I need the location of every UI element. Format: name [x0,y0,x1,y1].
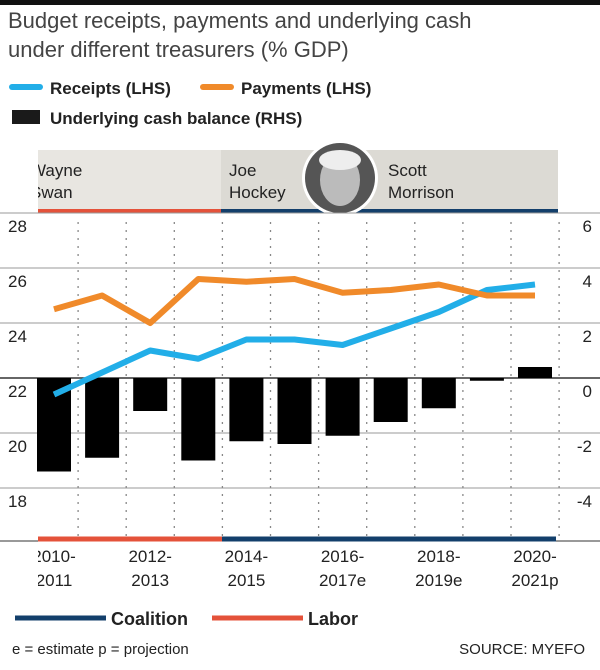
cash-balance-bar [181,378,216,461]
legend-label-coalition: Coalition [111,609,188,629]
wayne-swan-label: Swan [30,183,73,202]
left-axis-tick: 28 [8,217,27,236]
legend-swatch-cash-balance [12,110,40,124]
wayne-swan-label: Wayne [30,161,82,180]
x-axis-tick-label: 2017e [319,571,366,590]
joe-hockey-label: Joe [229,161,256,180]
cash-balance-bar [421,378,456,409]
left-axis-tick: 22 [8,382,27,401]
x-axis-tick-label: 2014- [225,547,268,566]
cash-balance-bar [373,378,408,422]
footnote: e = estimate p = projection [12,641,189,658]
x-axis-tick-label: 2019e [415,571,462,590]
left-axis-tick: 18 [8,492,27,511]
legend-label-receipts: Receipts (LHS) [50,79,171,98]
cash-balance-bar [518,367,552,378]
cash-balance-bar [469,378,504,381]
x-axis-tick-label: 2021p [511,571,558,590]
left-axis-tick: 24 [8,327,27,346]
left-axis-tick: 26 [8,272,27,291]
right-axis-tick: 2 [583,327,592,346]
x-axis-tick-label: 2016- [321,547,364,566]
cash-balance-bar [277,378,312,444]
treasurer-band-coalition [221,150,558,213]
legend-label-payments: Payments (LHS) [241,79,371,98]
chart-title-line: Budget receipts, payments and underlying… [8,8,472,33]
cash-balance-bar [133,378,168,411]
x-axis-tick-label: 2013 [131,571,169,590]
x-axis-tick-label: 2012- [128,547,171,566]
cash-balance-bar [85,378,120,458]
source-note: SOURCE: MYEFO [459,641,585,658]
right-axis-tick: 6 [583,217,592,236]
x-axis-tick-label: 2018- [417,547,460,566]
scott-morrison-label: Morrison [388,183,454,202]
cash-balance-bar [229,378,264,442]
scott-morrison-label: Scott [388,161,427,180]
x-axis-tick-label: 2015 [227,571,265,590]
legend-label-labor: Labor [308,609,358,629]
right-axis-tick: -2 [577,437,592,456]
top-rule [0,0,600,5]
legend-label-cash-balance: Underlying cash balance (RHS) [50,109,302,128]
right-axis-tick: -4 [577,492,592,511]
x-axis-tick-label: 2010- [32,547,75,566]
treasurer-photo-hair [319,150,361,170]
left-axis-tick: 20 [8,437,27,456]
joe-hockey-label: Hockey [229,183,286,202]
x-axis-tick-label: 2020- [513,547,556,566]
chart-title-line: under different treasurers (% GDP) [8,37,349,62]
x-axis-tick-label: 2011 [36,571,73,590]
cash-balance-bar [325,378,360,436]
right-axis-tick: 4 [583,272,592,291]
right-axis-tick: 0 [583,382,592,401]
